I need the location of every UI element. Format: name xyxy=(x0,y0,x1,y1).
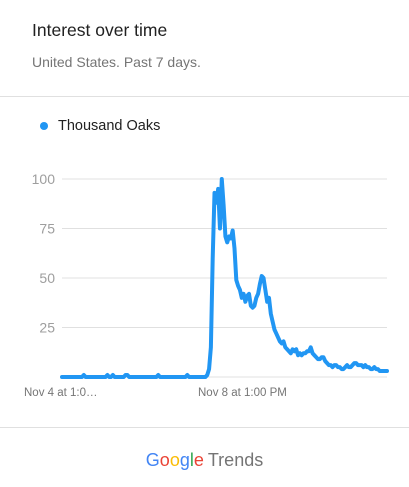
y-tick-label: 50 xyxy=(39,270,55,286)
chart-header: Interest over time United States. Past 7… xyxy=(0,0,409,97)
legend: Thousand Oaks xyxy=(40,116,160,136)
y-tick-label: 100 xyxy=(32,171,56,187)
legend-series-label: Thousand Oaks xyxy=(58,118,161,134)
google-wordmark: Google xyxy=(146,450,204,471)
google-letter: G xyxy=(145,450,160,470)
chart-title: Interest over time xyxy=(32,20,168,40)
trends-wordmark: Trends xyxy=(207,450,264,470)
y-tick-label: 75 xyxy=(39,221,55,237)
google-letter: o xyxy=(169,450,180,470)
footer: Google Trends xyxy=(0,427,409,487)
x-tick-label: Nov 4 at 1:0… xyxy=(24,387,98,399)
line-chart: 25 50 75 100 Nov 4 at 1:0… Nov 8 at 1:00 PM xyxy=(24,171,389,399)
google-letter: e xyxy=(193,450,204,470)
x-tick-label: Nov 8 at 1:00 PM xyxy=(198,387,287,399)
google-letter: l xyxy=(189,450,194,470)
series-line-thousand-oaks xyxy=(60,177,389,379)
google-letter: g xyxy=(179,450,190,470)
chart-subtitle: United States. Past 7 days. xyxy=(32,54,201,70)
google-letter: o xyxy=(159,450,170,470)
y-tick-label: 25 xyxy=(39,320,55,336)
legend-series-marker xyxy=(40,122,48,130)
google-trends-logo: Google Trends xyxy=(0,450,409,471)
